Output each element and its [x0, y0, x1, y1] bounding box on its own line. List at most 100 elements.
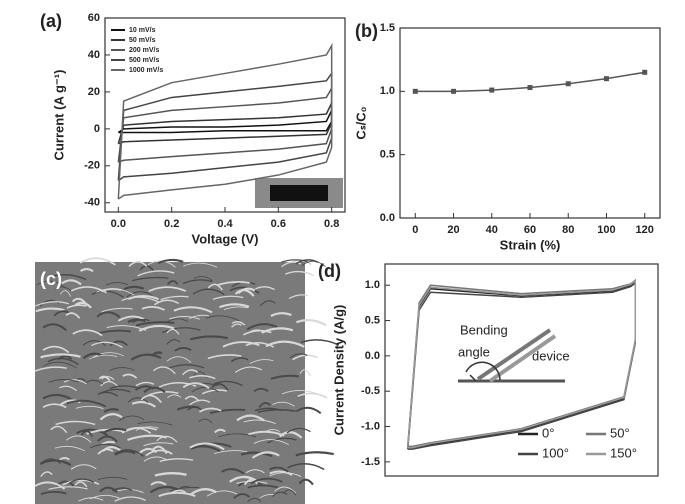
sem-texture: [48, 379, 79, 383]
x-tick-label: 0.2: [164, 218, 179, 230]
sem-image: [34, 257, 340, 504]
sem-texture: [66, 435, 92, 443]
sem-texture: [131, 318, 150, 324]
x-tick-label: 40: [486, 224, 498, 236]
sem-texture: [205, 315, 240, 322]
sem-texture: [143, 456, 167, 462]
series-line: [407, 279, 636, 449]
sem-texture: [278, 431, 303, 439]
y-tick-label: 0.5: [365, 314, 380, 326]
y-axis-label: Current (A g⁻¹): [51, 70, 66, 161]
x-tick-label: 0.6: [271, 218, 286, 230]
sem-texture: [158, 382, 197, 388]
sem-texture: [62, 479, 100, 486]
sem-texture: [50, 425, 68, 434]
x-tick-label: 120: [636, 224, 654, 236]
y-tick-label: 1.0: [365, 279, 380, 291]
sem-texture: [243, 419, 276, 425]
sem-texture: [253, 439, 289, 446]
point: [451, 88, 457, 94]
sem-texture: [270, 312, 292, 317]
sem-texture: [250, 329, 265, 333]
x-tick-label: 0: [412, 224, 418, 236]
sem-texture: [57, 355, 73, 361]
sem-texture: [236, 480, 268, 484]
sem-texture: [230, 357, 249, 363]
bending-inset: Bending angle device: [458, 322, 570, 383]
sem-texture: [79, 268, 94, 273]
sem-texture: [201, 389, 228, 395]
sem-texture: [101, 307, 133, 313]
sem-texture: [269, 472, 302, 477]
sem-texture: [192, 288, 225, 296]
x-tick-label: 0.4: [217, 218, 233, 230]
plot-frame: [384, 263, 659, 477]
sem-texture: [221, 468, 245, 475]
legend-label: 10 mV/s: [129, 27, 156, 34]
sem-texture: [148, 286, 187, 292]
sem-texture: [109, 367, 135, 371]
sem-texture: [109, 340, 128, 347]
sem-texture: [189, 314, 209, 320]
sem-texture: [174, 347, 192, 352]
sem-texture: [213, 450, 248, 455]
sem-texture: [54, 445, 86, 452]
sem-texture: [214, 428, 226, 434]
legend-label: 50 mV/s: [129, 37, 156, 44]
sem-texture: [166, 356, 192, 363]
inset-label: Bending: [460, 322, 508, 337]
legend-label: 50°: [610, 425, 630, 440]
sem-texture: [78, 497, 104, 502]
y-tick-label: -1.5: [361, 456, 380, 468]
sem-texture: [137, 421, 173, 426]
panel-label: (b): [355, 21, 378, 41]
sem-texture: [255, 286, 275, 291]
y-tick-label: 0.5: [380, 149, 395, 161]
x-tick-label: 20: [447, 224, 459, 236]
sem-texture: [212, 295, 244, 300]
x-axis-label: Voltage (V): [192, 231, 259, 246]
sem-texture: [34, 366, 67, 372]
sem-texture: [280, 259, 309, 263]
legend-label: 500 mV/s: [129, 57, 159, 64]
sem-texture: [131, 400, 156, 408]
sem-texture: [117, 315, 145, 322]
sem-texture: [96, 311, 121, 319]
inset-arrow: [469, 374, 477, 382]
sem-texture: [272, 401, 295, 407]
sem-texture: [189, 442, 225, 451]
sem-texture: [35, 307, 65, 313]
sem-texture: [250, 477, 283, 485]
sem-texture: [74, 301, 92, 309]
sem-texture: [287, 462, 325, 471]
sem-texture: [128, 295, 159, 301]
sem-texture: [135, 426, 159, 431]
sem-texture: [168, 364, 205, 369]
sem-texture: [71, 297, 87, 305]
x-tick-label: 0.8: [324, 218, 339, 230]
panel-label: (d): [318, 261, 341, 281]
sem-texture: [297, 392, 328, 399]
sem-texture: [298, 478, 314, 486]
sem-texture: [219, 303, 250, 309]
y-tick-label: -1.0: [361, 420, 380, 432]
sem-texture: [59, 385, 77, 392]
sem-texture: [236, 414, 265, 422]
point: [489, 87, 495, 93]
x-tick-label: 60: [524, 224, 536, 236]
sem-texture: [193, 275, 213, 281]
sem-texture: [122, 373, 138, 379]
sem-texture: [207, 283, 223, 291]
sem-texture: [97, 435, 118, 443]
sem-texture: [47, 357, 79, 366]
sem-texture: [159, 458, 194, 462]
sem-texture: [151, 445, 168, 455]
sem-texture: [218, 433, 257, 438]
sem-texture: [257, 409, 296, 413]
sem-texture: [82, 340, 107, 347]
sem-texture: [237, 287, 256, 295]
y-axis-label: Current Density (A/g): [331, 305, 346, 436]
sem-texture: [91, 290, 124, 298]
sem-texture: [209, 408, 246, 414]
